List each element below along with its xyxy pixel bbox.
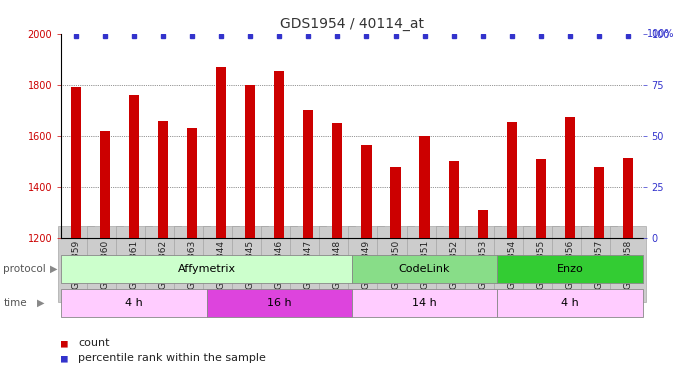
Bar <box>477 210 488 375</box>
Bar <box>536 159 546 375</box>
Text: time: time <box>3 298 27 308</box>
Bar <box>187 128 197 375</box>
Bar <box>303 110 313 375</box>
Bar <box>100 131 110 375</box>
Bar <box>207 289 352 317</box>
Text: 4 h: 4 h <box>125 298 143 308</box>
Text: Affymetrix: Affymetrix <box>177 264 235 274</box>
Bar <box>158 121 168 375</box>
Bar <box>449 162 459 375</box>
Bar <box>497 289 643 317</box>
Title: GDS1954 / 40114_at: GDS1954 / 40114_at <box>280 17 424 32</box>
Text: 4 h: 4 h <box>561 298 579 308</box>
Bar <box>497 255 643 283</box>
Text: 16 h: 16 h <box>267 298 292 308</box>
Text: 100%: 100% <box>647 29 675 39</box>
Bar <box>361 145 371 375</box>
Bar <box>594 166 604 375</box>
Text: Enzo: Enzo <box>556 264 583 274</box>
Text: CodeLink: CodeLink <box>399 264 450 274</box>
Text: percentile rank within the sample: percentile rank within the sample <box>78 353 266 363</box>
Bar <box>61 289 207 317</box>
Bar <box>274 71 284 375</box>
Text: ▶: ▶ <box>50 264 57 274</box>
Text: ■: ■ <box>61 338 68 348</box>
Bar <box>71 87 81 375</box>
Bar <box>507 122 517 375</box>
Bar <box>565 117 575 375</box>
Text: 14 h: 14 h <box>412 298 437 308</box>
Bar <box>61 255 352 283</box>
Bar <box>333 123 343 375</box>
Bar <box>129 95 139 375</box>
Text: protocol: protocol <box>3 264 46 274</box>
Text: count: count <box>78 338 109 348</box>
Bar <box>352 255 497 283</box>
Bar <box>390 166 401 375</box>
Bar <box>216 67 226 375</box>
Text: ▶: ▶ <box>37 298 45 308</box>
Bar <box>352 289 497 317</box>
Bar <box>420 136 430 375</box>
Bar <box>623 158 633 375</box>
Text: ■: ■ <box>61 353 68 363</box>
Bar <box>245 85 255 375</box>
